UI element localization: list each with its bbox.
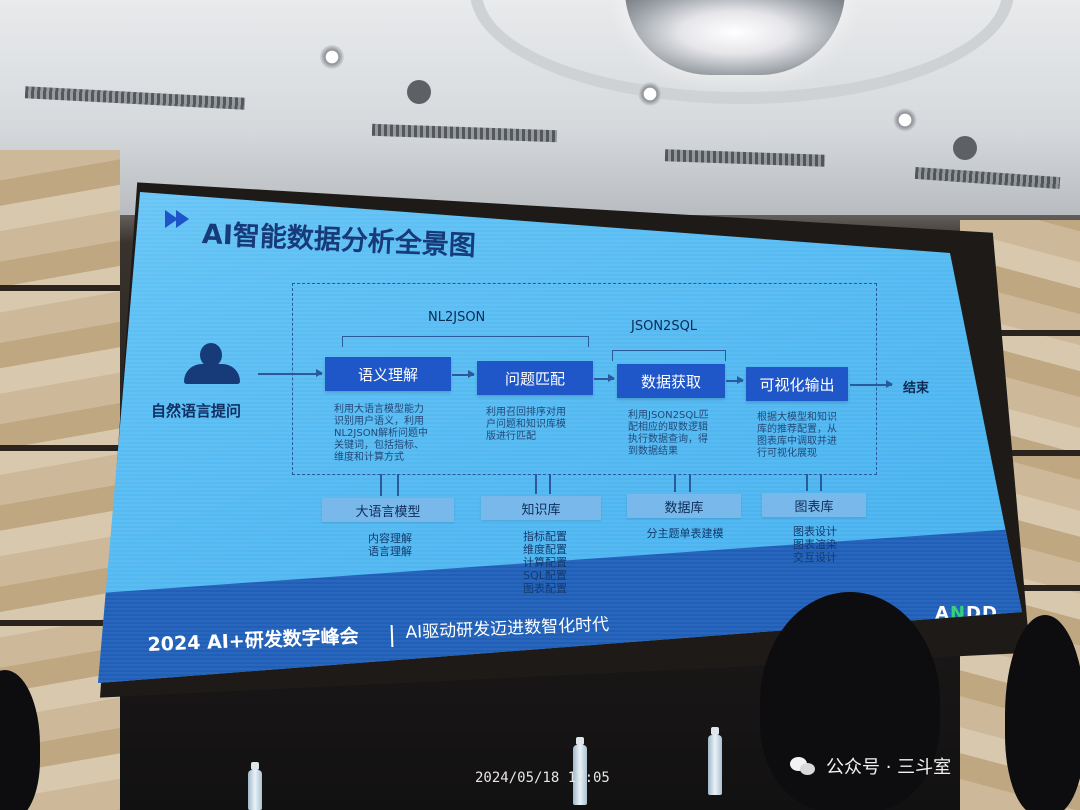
step-desc-visual: 根据大模型和知识 库的推荐配置，从 图表库中调取并进 行可视化展现 <box>757 412 837 459</box>
link-line <box>397 474 399 496</box>
link-line <box>674 474 676 492</box>
photo-timestamp: 2024/05/18 17:05 <box>475 770 610 786</box>
stage-brace <box>342 336 589 347</box>
step-data-acquisition: 数据获取 <box>617 364 725 398</box>
step-semantic-understanding: 语义理解 <box>325 357 451 391</box>
water-bottle <box>248 762 262 810</box>
ceiling-light <box>638 82 662 106</box>
flow-arrow <box>594 375 615 381</box>
stage-label-nl2json: NL2JSON <box>428 310 486 325</box>
flow-arrow <box>850 381 893 387</box>
wechat-icon <box>790 755 818 777</box>
watermark-text: 公众号 · 三斗室 <box>826 757 952 778</box>
step-desc-matching: 利用召回排序对用 户问题和知识库模 版进行匹配 <box>486 407 566 442</box>
step-question-matching: 问题匹配 <box>477 361 593 395</box>
step-visual-output: 可视化输出 <box>746 367 848 401</box>
process-boundary <box>292 283 877 475</box>
water-bottle <box>573 737 587 805</box>
link-line <box>549 474 551 494</box>
link-line <box>689 474 691 492</box>
wall-seam <box>960 450 1080 456</box>
stage-brace <box>612 350 726 361</box>
play-arrow-icon <box>176 210 189 228</box>
wechat-watermark: 公众号 · 三斗室 <box>790 753 951 779</box>
slide-title: AI智能数据分析全景图 <box>201 218 477 262</box>
resource-list-database: 分主题单表建模 <box>646 527 724 540</box>
link-line <box>820 474 822 491</box>
link-line <box>535 474 537 494</box>
step-desc-semantic: 利用大语言模型能力 识别用户语义，利用 NL2JSON解析问题中 关键词，包括指标、维… <box>334 404 429 463</box>
user-icon-body <box>184 364 240 384</box>
ceiling-speaker <box>407 80 431 104</box>
resource-list-chart: 图表设计 图表渲染 交互设计 <box>793 525 837 564</box>
step-desc-acquisition: 利用JSON2SQL匹 配相应的取数逻辑 执行数据查询，得 到数据结果 <box>628 410 709 457</box>
link-line <box>806 474 808 491</box>
water-bottle <box>708 727 722 795</box>
audience-head <box>1005 615 1080 810</box>
resource-list-knowledge: 指标配置 维度配置 计算配置 SQL配置 图表配置 <box>523 530 567 595</box>
ceiling-light <box>320 45 344 69</box>
wall-seam <box>960 330 1080 336</box>
flow-arrow <box>726 377 744 383</box>
input-label: 自然语言提问 <box>151 402 242 420</box>
wall-seam <box>0 285 120 291</box>
wall-seam <box>0 445 120 451</box>
flow-arrow <box>452 371 475 377</box>
ceiling-speaker <box>953 136 977 160</box>
resource-chart-library: 图表库 <box>762 493 866 517</box>
wall-seam <box>0 620 120 626</box>
end-label: 结束 <box>903 381 930 396</box>
link-line <box>380 474 382 496</box>
audience-head <box>760 592 940 810</box>
play-arrow-icon <box>165 210 178 228</box>
resource-database: 数据库 <box>627 494 741 518</box>
resource-knowledge-base: 知识库 <box>481 496 601 520</box>
stage-label-json2sql: JSON2SQL <box>631 319 698 334</box>
user-icon <box>200 343 222 367</box>
flow-arrow <box>258 370 323 376</box>
resource-llm: 大语言模型 <box>322 498 454 522</box>
ceiling-light <box>893 108 917 132</box>
resource-list-llm: 内容理解 语言理解 <box>368 532 412 558</box>
